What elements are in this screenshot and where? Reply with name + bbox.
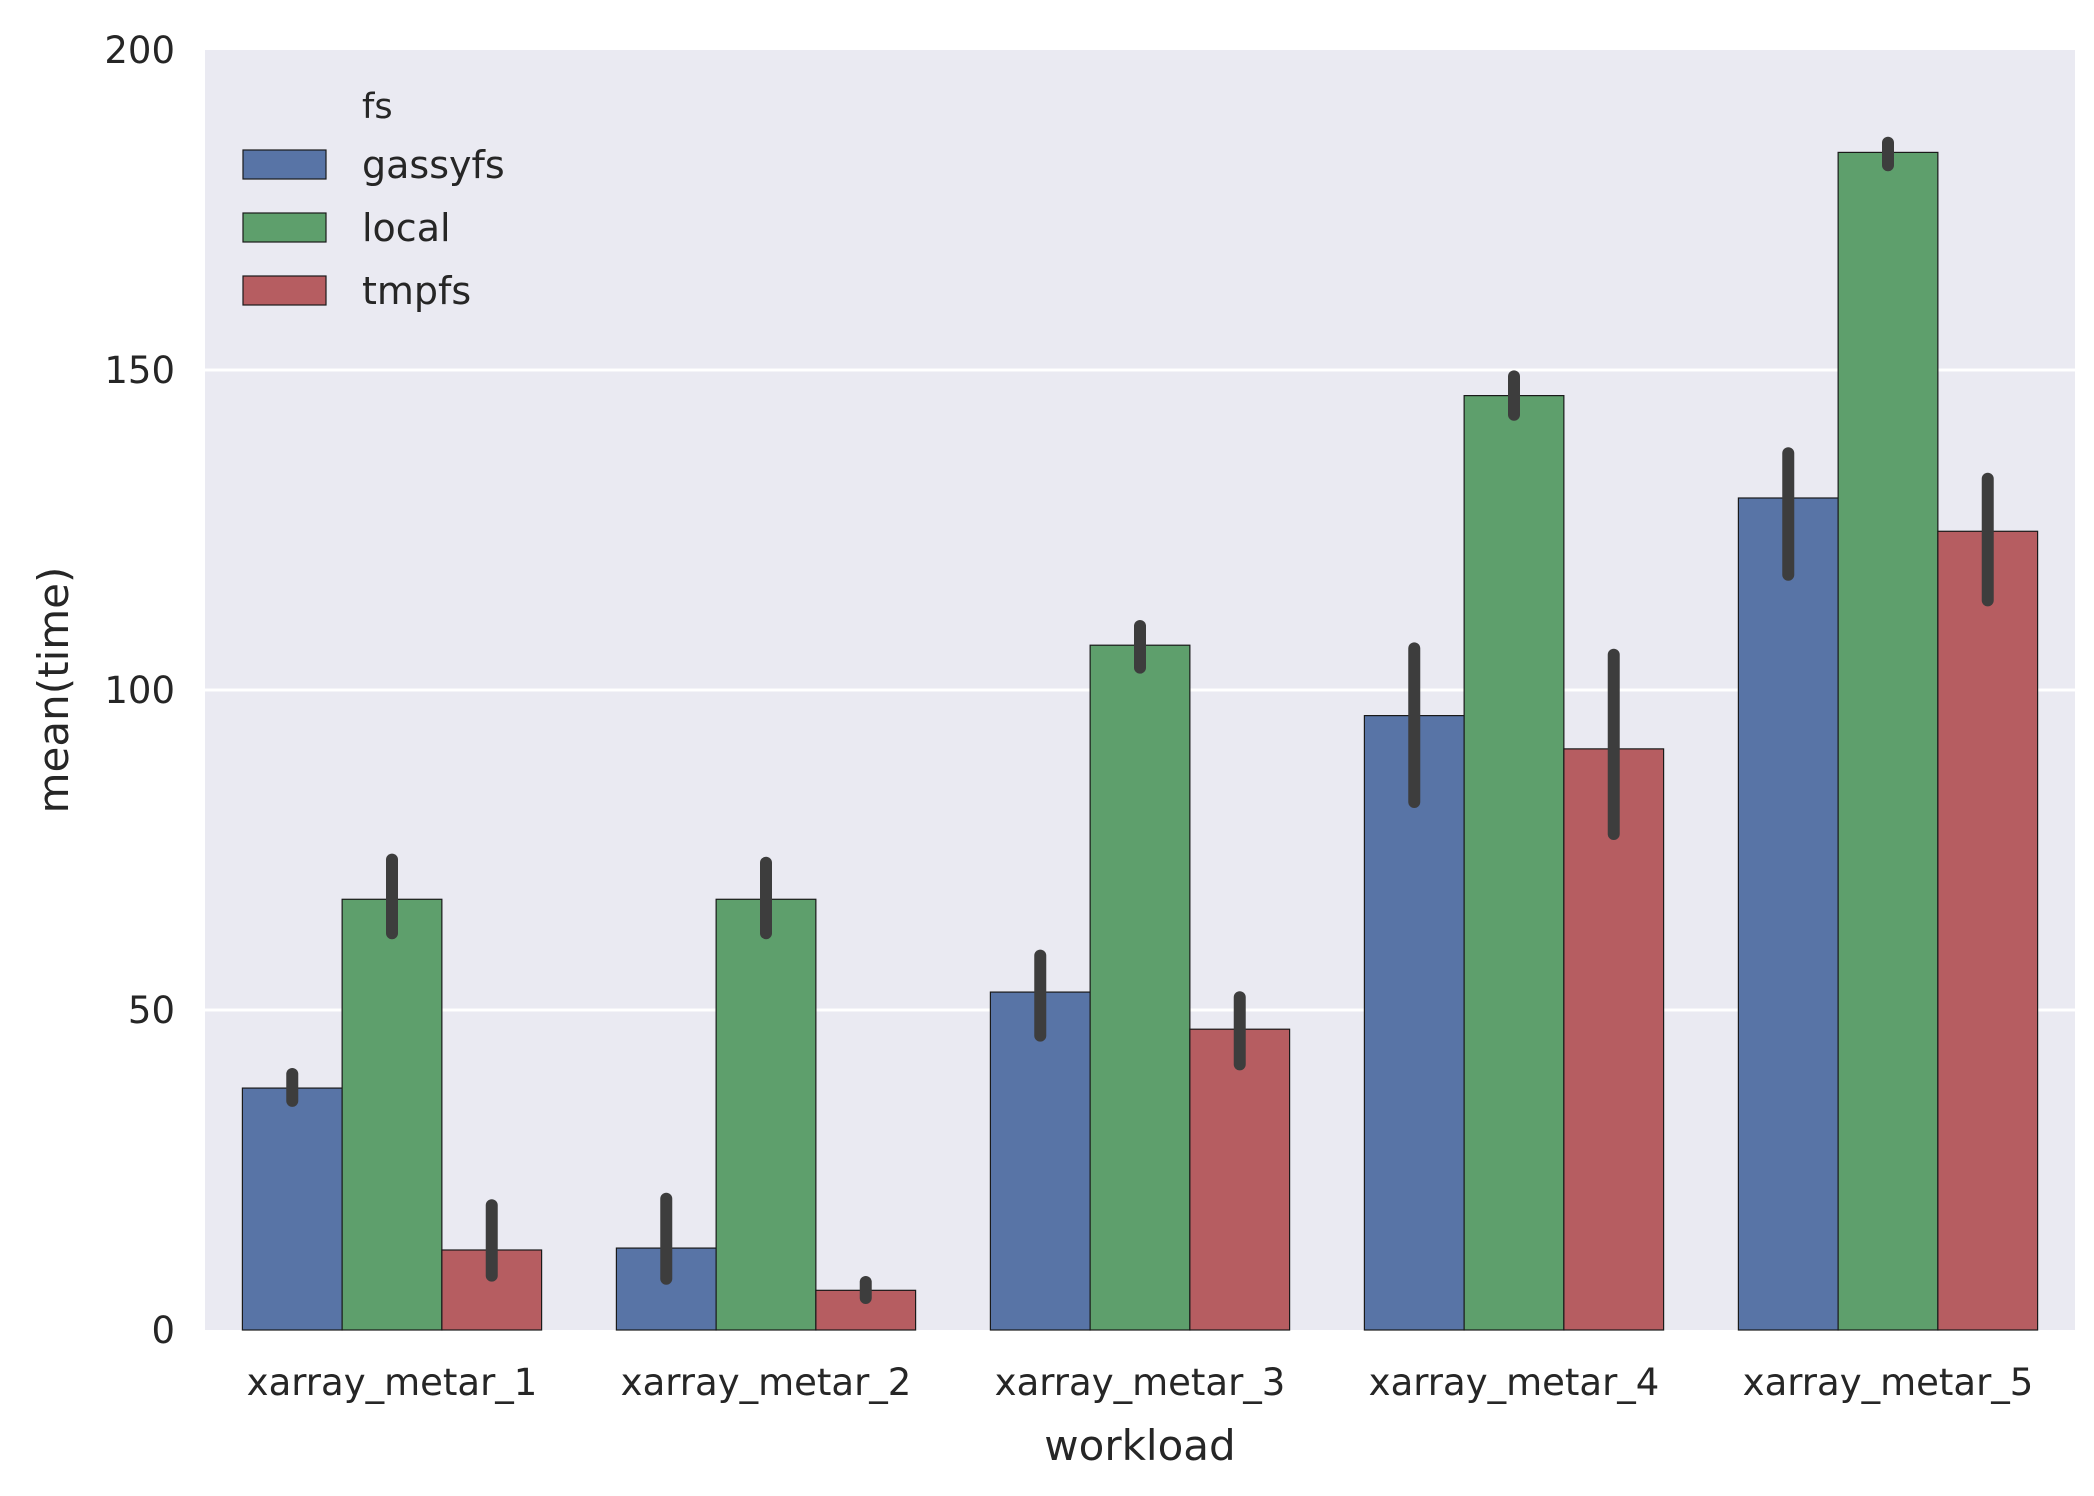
x-tick-label: xarray_metar_3 [995, 1361, 1286, 1404]
y-tick-label: 200 [104, 29, 175, 72]
legend: fs gassyfs local tmpfs [242, 87, 505, 313]
bar-local [1089, 644, 1191, 1331]
legend-swatch-local [242, 212, 327, 243]
legend-swatch-gassyfs [242, 149, 327, 180]
y-axis-label: mean(time) [29, 567, 78, 814]
x-tick-label: xarray_metar_5 [1743, 1361, 2034, 1404]
x-tick-labels: xarray_metar_1 xarray_metar_2 xarray_metar… [247, 1361, 2034, 1404]
bar-local [1837, 151, 1939, 1331]
y-tick-label: 100 [104, 669, 175, 712]
bar-tmpfs [1937, 530, 2039, 1331]
bar-local [1463, 395, 1565, 1331]
bar-gassyfs [241, 1087, 343, 1331]
legend-label-local: local [362, 206, 451, 250]
bar-tmpfs [1563, 748, 1665, 1331]
bar-gassyfs [1363, 714, 1465, 1331]
bar-tmpfs [1189, 1028, 1291, 1331]
error-bars [286, 136, 1994, 1304]
legend-label-tmpfs: tmpfs [362, 269, 471, 313]
x-tick-label: xarray_metar_2 [621, 1361, 912, 1404]
y-tick-label: 0 [151, 1309, 175, 1352]
bar-gassyfs [1737, 497, 1839, 1331]
y-tick-labels: 0 50 100 150 200 [104, 29, 175, 1352]
x-tick-label: xarray_metar_1 [247, 1361, 538, 1404]
x-axis-label: workload [1044, 1421, 1235, 1470]
bar-gassyfs [989, 991, 1091, 1331]
y-tick-label: 50 [128, 989, 175, 1032]
legend-swatch-tmpfs [242, 275, 327, 306]
bar-local [341, 898, 443, 1331]
legend-label-gassyfs: gassyfs [362, 143, 505, 187]
bars [241, 151, 2039, 1331]
bar-local [715, 898, 817, 1331]
x-tick-label: xarray_metar_4 [1369, 1361, 1660, 1404]
legend-title: fs [362, 87, 393, 127]
y-tick-label: 150 [104, 349, 175, 392]
